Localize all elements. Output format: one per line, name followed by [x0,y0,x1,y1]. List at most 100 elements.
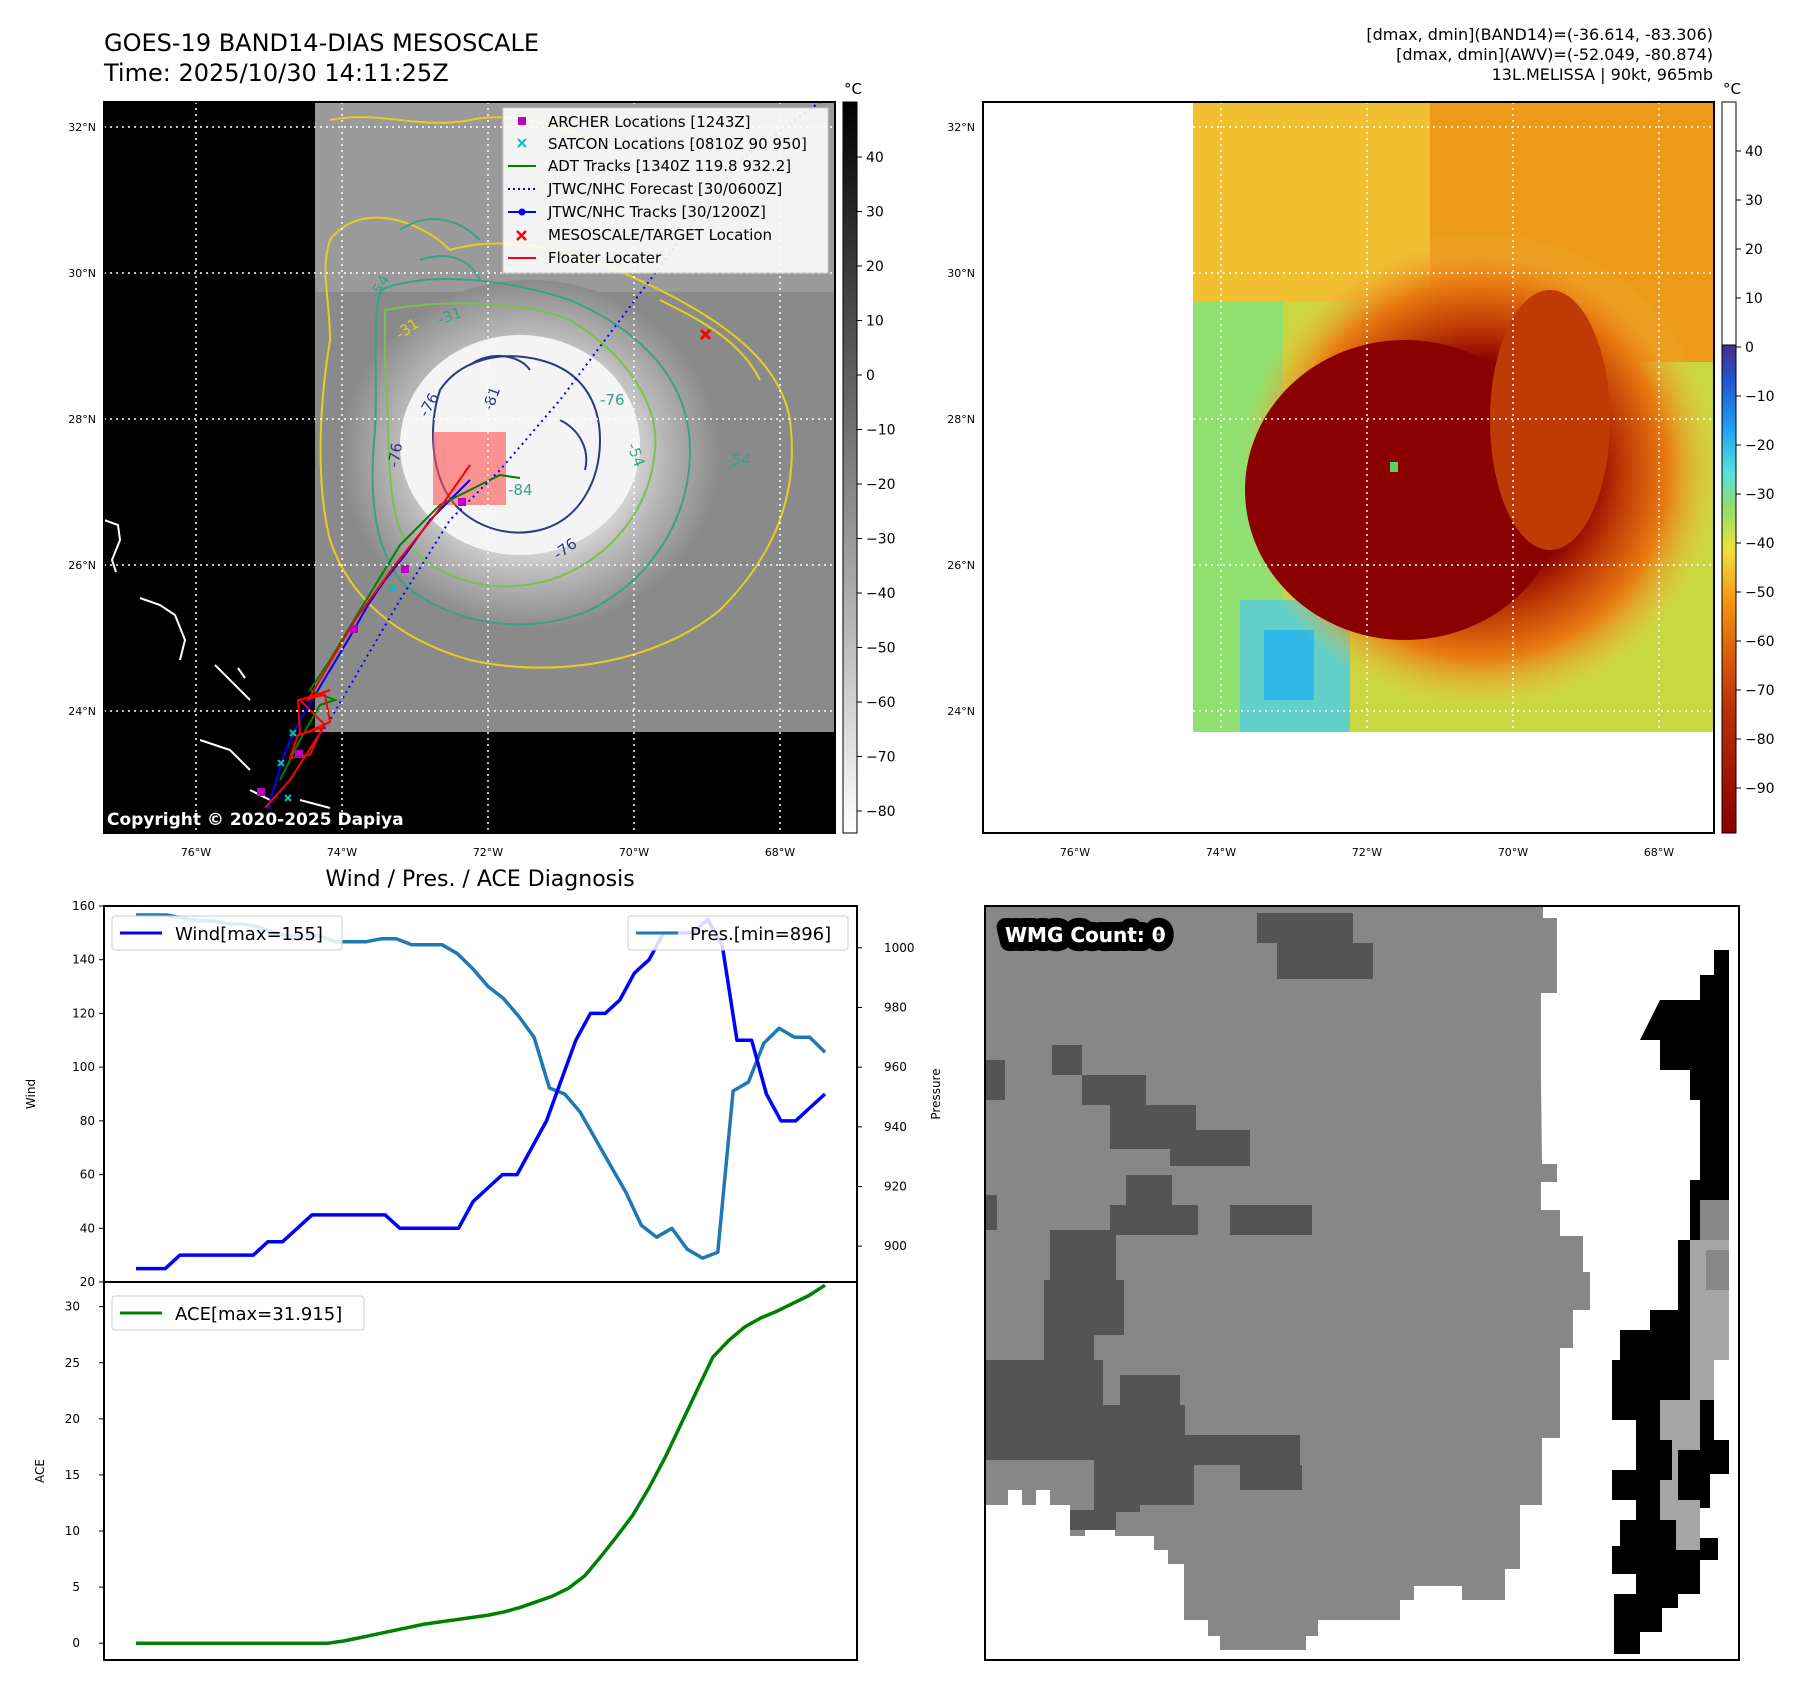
ace-tick-label: 10 [65,1524,80,1538]
pressure-tick-label: 1000 [884,941,915,955]
svg-text:70°W: 70°W [1498,846,1528,859]
map2-lat-labels: 32°N 30°N 28°N 26°N 24°N [947,121,975,718]
colorbar-tick-label: −40 [866,586,896,602]
info-awv: [dmax, dmin](AWV)=(-52.049, -80.874) [1396,45,1713,64]
ace-tick-label: 5 [72,1580,80,1594]
wind-tick-label: 160 [72,899,95,913]
ace-series-line [136,1283,826,1645]
pressure-legend: Pres.[min=896] [627,915,849,951]
wind-tick-label: 100 [72,1060,95,1074]
svg-text:Pres.[min=896]: Pres.[min=896] [690,924,831,945]
pressure-tick-label: 940 [884,1120,907,1134]
pressure-tick-label: 960 [884,1060,907,1074]
colorbar-tick-label: −90 [1745,781,1775,797]
pressure-tick-label: 920 [884,1180,907,1194]
target-marker [699,328,712,341]
svg-text:32°N: 32°N [68,121,96,134]
band14-map: -54 -31 -31 -76 -81 -76 -54 -54 -84 -76 … [104,102,835,833]
adt-track [279,473,521,781]
svg-text:24°N: 24°N [947,705,975,718]
map-legend [502,107,829,274]
axis-ticks: 20 40 60 80 100 120 140 160 900 920 940 960 980 1000 0… [65,899,915,1650]
colorbar-tick-label: −70 [1745,683,1775,699]
forecast-track [269,102,821,809]
floater-box [433,432,506,505]
copyright: Copyright © 2020-2025 Dapiya [107,810,404,830]
floater-track [264,464,471,809]
wmg-black-region [1612,948,1729,1654]
info-storm: 13L.MELISSA | 90kt, 965mb [1492,65,1713,84]
svg-text:32°N: 32°N [947,121,975,134]
svg-text:Floater Locater: Floater Locater [548,249,662,267]
svg-text:68°W: 68°W [765,846,795,859]
ace-tick-label: 30 [65,1300,80,1314]
svg-text:ACE[max=31.915]: ACE[max=31.915] [175,1304,342,1325]
svg-text:JTWC/NHC Tracks [30/1200Z]: JTWC/NHC Tracks [30/1200Z] [547,203,766,221]
wind-tick-label: 140 [72,953,95,967]
wind-tick-label: 40 [80,1221,95,1235]
ace-plot [103,1281,858,1661]
svg-text:76°W: 76°W [1060,846,1090,859]
svg-text:MESOSCALE/TARGET Location: MESOSCALE/TARGET Location [548,226,772,244]
map2-lon-labels: 76°W 74°W 72°W 70°W 68°W [1060,846,1674,859]
diagnosis-title: Wind / Pres. / ACE Diagnosis [325,867,634,892]
wind-tick-label: 20 [80,1275,95,1289]
svg-text:72°W: 72°W [473,846,503,859]
colorbar-tick-label: 30 [866,205,884,221]
svg-text:ARCHER Locations [1243Z]: ARCHER Locations [1243Z] [548,113,751,131]
colorbar-tick-label: 40 [1745,144,1763,160]
colorbar-tick-label: −40 [1745,536,1775,552]
colorbar-tick-label: −10 [1745,389,1775,405]
colorbar-tick-label: −30 [1745,487,1775,503]
svg-text:76°W: 76°W [181,846,211,859]
svg-text:30°N: 30°N [68,267,96,280]
colorbar-tick-label: 0 [866,368,875,384]
colorbar-tick-label: −60 [1745,634,1775,650]
colorbar-tick-label: −80 [1745,732,1775,748]
colorbar-band14: °C [842,80,862,834]
pressure-series-line [136,913,827,1260]
colorbar-tick-label: −10 [866,423,896,439]
contour-teal [371,278,692,626]
ace-tick-label: 20 [65,1412,80,1426]
colorbar-tick-label: −50 [1745,585,1775,601]
svg-text:°C: °C [844,80,862,98]
svg-text:28°N: 28°N [68,413,96,426]
svg-text:70°W: 70°W [619,846,649,859]
map1-lat-labels: 32°N 30°N 28°N 26°N 24°N [68,121,96,718]
ace-axis-label: ACE [33,1459,47,1483]
svg-text:68°W: 68°W [1644,846,1674,859]
ace-legend: ACE[max=31.915] [111,1295,365,1331]
contour-label: -84 [508,481,533,499]
archer-markers [257,498,466,796]
colorbar-awv: °C [1721,80,1741,834]
colorbar-tick-label: 40 [866,150,884,166]
wind-tick-label: 60 [80,1168,95,1182]
svg-text:JTWC/NHC Forecast [30/0600Z]: JTWC/NHC Forecast [30/0600Z] [547,180,782,198]
legend-item: JTWC/NHC Forecast [30/0600Z] [508,180,782,198]
legend-item: ADT Tracks [1340Z 119.8 932.2] [508,157,791,175]
wind-axis-label: Wind [24,1079,38,1109]
svg-text:26°N: 26°N [68,559,96,572]
figure-title: GOES-19 BAND14-DIAS MESOSCALE [104,29,539,57]
wind-legend: Wind[max=155] [111,915,343,951]
figure-time: Time: 2025/10/30 14:11:25Z [103,59,449,87]
wmg-dark-patches [985,913,1373,1530]
colorbar-tick-label: 10 [1745,291,1763,307]
colorbar-tick-label: −20 [1745,438,1775,454]
contour-label: -76 [384,441,406,468]
gridlines [983,102,1714,833]
colorbar-awv-ticks: 40 30 20 10 0 −10 −20 −30 −40 −50 −60 −70 −80 −90 [1736,144,1775,797]
colorbar-tick-label: 0 [1745,340,1754,356]
map1-lon-labels: 76°W 74°W 72°W 70°W 68°W [181,846,795,859]
wmg-count-text: WMG Count: 0 [1005,923,1166,947]
legend-item: Floater Locater [508,249,662,267]
colorbar-tick-label: 20 [1745,242,1763,258]
legend-item: ARCHER Locations [1243Z] [518,113,751,131]
ace-tick-label: 15 [65,1468,80,1482]
pressure-tick-label: 900 [884,1239,907,1253]
svg-text:°C: °C [1723,80,1741,98]
colorbar-tick-label: 10 [866,314,884,330]
svg-text:30°N: 30°N [947,267,975,280]
